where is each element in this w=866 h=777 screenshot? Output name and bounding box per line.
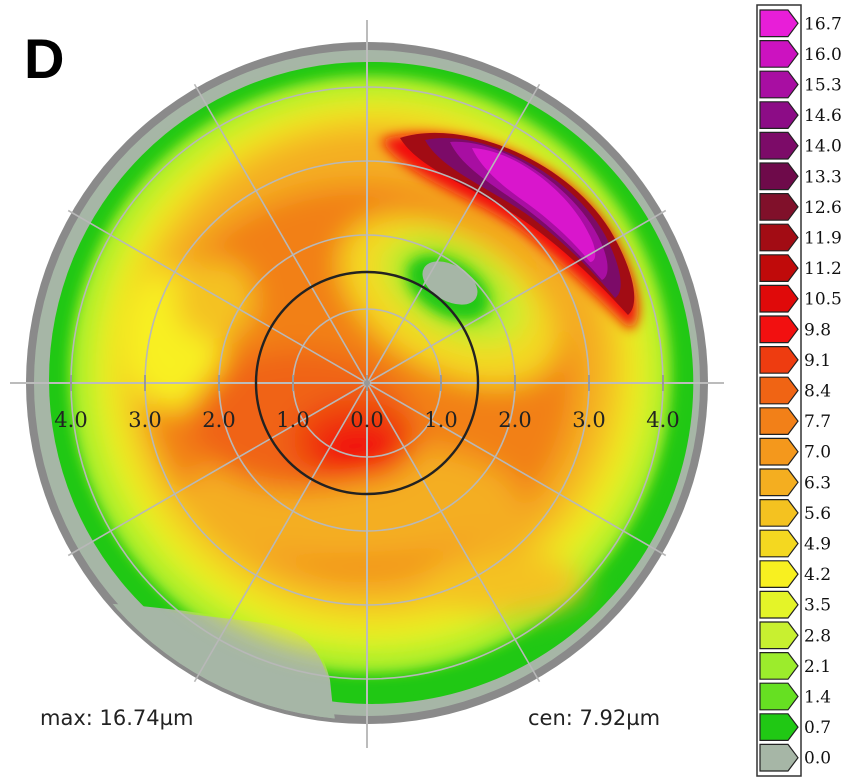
central-zone-circle <box>254 270 480 496</box>
colorbar-swatch <box>759 529 799 558</box>
colorbar-swatch <box>759 652 799 680</box>
max-readout: max: 16.74µm <box>40 706 194 730</box>
colorbar-label: 11.9 <box>804 229 842 249</box>
colorbar-label: 11.2 <box>804 259 842 279</box>
colorbar-label: 3.5 <box>804 596 831 616</box>
tick-label: 3.0 <box>572 408 605 432</box>
colorbar-swatch <box>759 376 799 405</box>
colorbar-swatch <box>759 254 799 282</box>
colorbar-swatch <box>759 101 799 129</box>
colorbar-label: 14.0 <box>804 137 842 157</box>
colorbar-swatch <box>759 560 799 588</box>
colorbar-swatch <box>759 193 799 221</box>
center-point <box>364 380 370 386</box>
grid-spoke <box>366 209 667 384</box>
grid-spoke <box>67 382 368 557</box>
panel-letter: D <box>24 27 65 90</box>
colorbar-label: 4.9 <box>804 535 831 555</box>
axis-ticks <box>70 375 664 391</box>
tick-label: 3.0 <box>128 408 161 432</box>
colorbar-label: 1.4 <box>804 688 831 708</box>
tick-label: 1.0 <box>276 408 309 432</box>
colorbar-swatch <box>759 131 799 160</box>
grid-spoke <box>193 382 368 683</box>
colorbar-swatch <box>759 621 799 650</box>
tick-label: 4.0 <box>54 408 87 432</box>
grid-spoke <box>366 382 667 557</box>
colorbar-label: 9.1 <box>804 351 831 371</box>
colorbar-swatch <box>759 743 799 772</box>
colorbar-label: 16.7 <box>804 14 842 34</box>
colorbar-swatch <box>759 346 799 374</box>
colorbar-swatch <box>759 70 799 99</box>
colorbar-swatch <box>759 223 799 252</box>
colorbar-swatch <box>759 682 799 711</box>
colorbar-swatch <box>759 468 799 497</box>
colorbar-label: 2.8 <box>804 626 831 646</box>
colorbar-swatch <box>759 499 799 527</box>
grid-spoke <box>67 209 368 384</box>
colorbar-label: 0.0 <box>804 749 831 769</box>
colorbar-label: 8.4 <box>804 382 831 402</box>
colorbar-label: 7.0 <box>804 443 831 463</box>
colorbar-swatch <box>759 162 799 191</box>
colorbar-swatch <box>759 40 799 68</box>
grid-spoke <box>366 382 541 683</box>
colorbar-label: 9.8 <box>804 320 831 340</box>
tick-label: 2.0 <box>498 408 531 432</box>
grid-spoke <box>366 83 541 384</box>
colorbar-label: 15.3 <box>804 76 842 96</box>
colorbar-label: 2.1 <box>804 657 831 677</box>
colorbar-label: 5.6 <box>804 504 831 524</box>
colorbar-label: 12.6 <box>804 198 842 218</box>
colorbar-label: 16.0 <box>804 45 842 65</box>
colorbar-label: 13.3 <box>804 167 842 187</box>
tick-label: 1.0 <box>424 408 457 432</box>
radial-tick-labels: 4.0 3.0 2.0 1.0 0.0 1.0 2.0 3.0 4.0 <box>54 408 679 432</box>
center-readout: cen: 7.92µm <box>528 706 661 730</box>
colorbar-label: 10.5 <box>804 290 842 310</box>
colorbar-label: 7.7 <box>804 412 831 432</box>
colorbar: 16.7 16.0 15.3 14.6 14.0 13.3 12.6 11.9 11.2 10.5… <box>756 4 842 777</box>
tick-label: 0.0 <box>350 408 383 432</box>
grid-spoke <box>193 83 368 384</box>
colorbar-swatch <box>759 9 799 38</box>
colorbar-swatch <box>759 315 799 344</box>
colorbar-swatch <box>759 437 799 466</box>
tick-label: 4.0 <box>646 408 679 432</box>
colorbar-label: 0.7 <box>804 718 831 738</box>
colorbar-swatch <box>759 407 799 435</box>
colorbar-label: 14.6 <box>804 106 842 126</box>
colorbar-swatch <box>759 713 799 741</box>
colorbar-swatch <box>759 590 799 619</box>
colorbar-label: 4.2 <box>804 565 831 585</box>
colorbar-label: 6.3 <box>804 473 831 493</box>
tick-label: 2.0 <box>202 408 235 432</box>
colorbar-swatch <box>759 284 799 313</box>
